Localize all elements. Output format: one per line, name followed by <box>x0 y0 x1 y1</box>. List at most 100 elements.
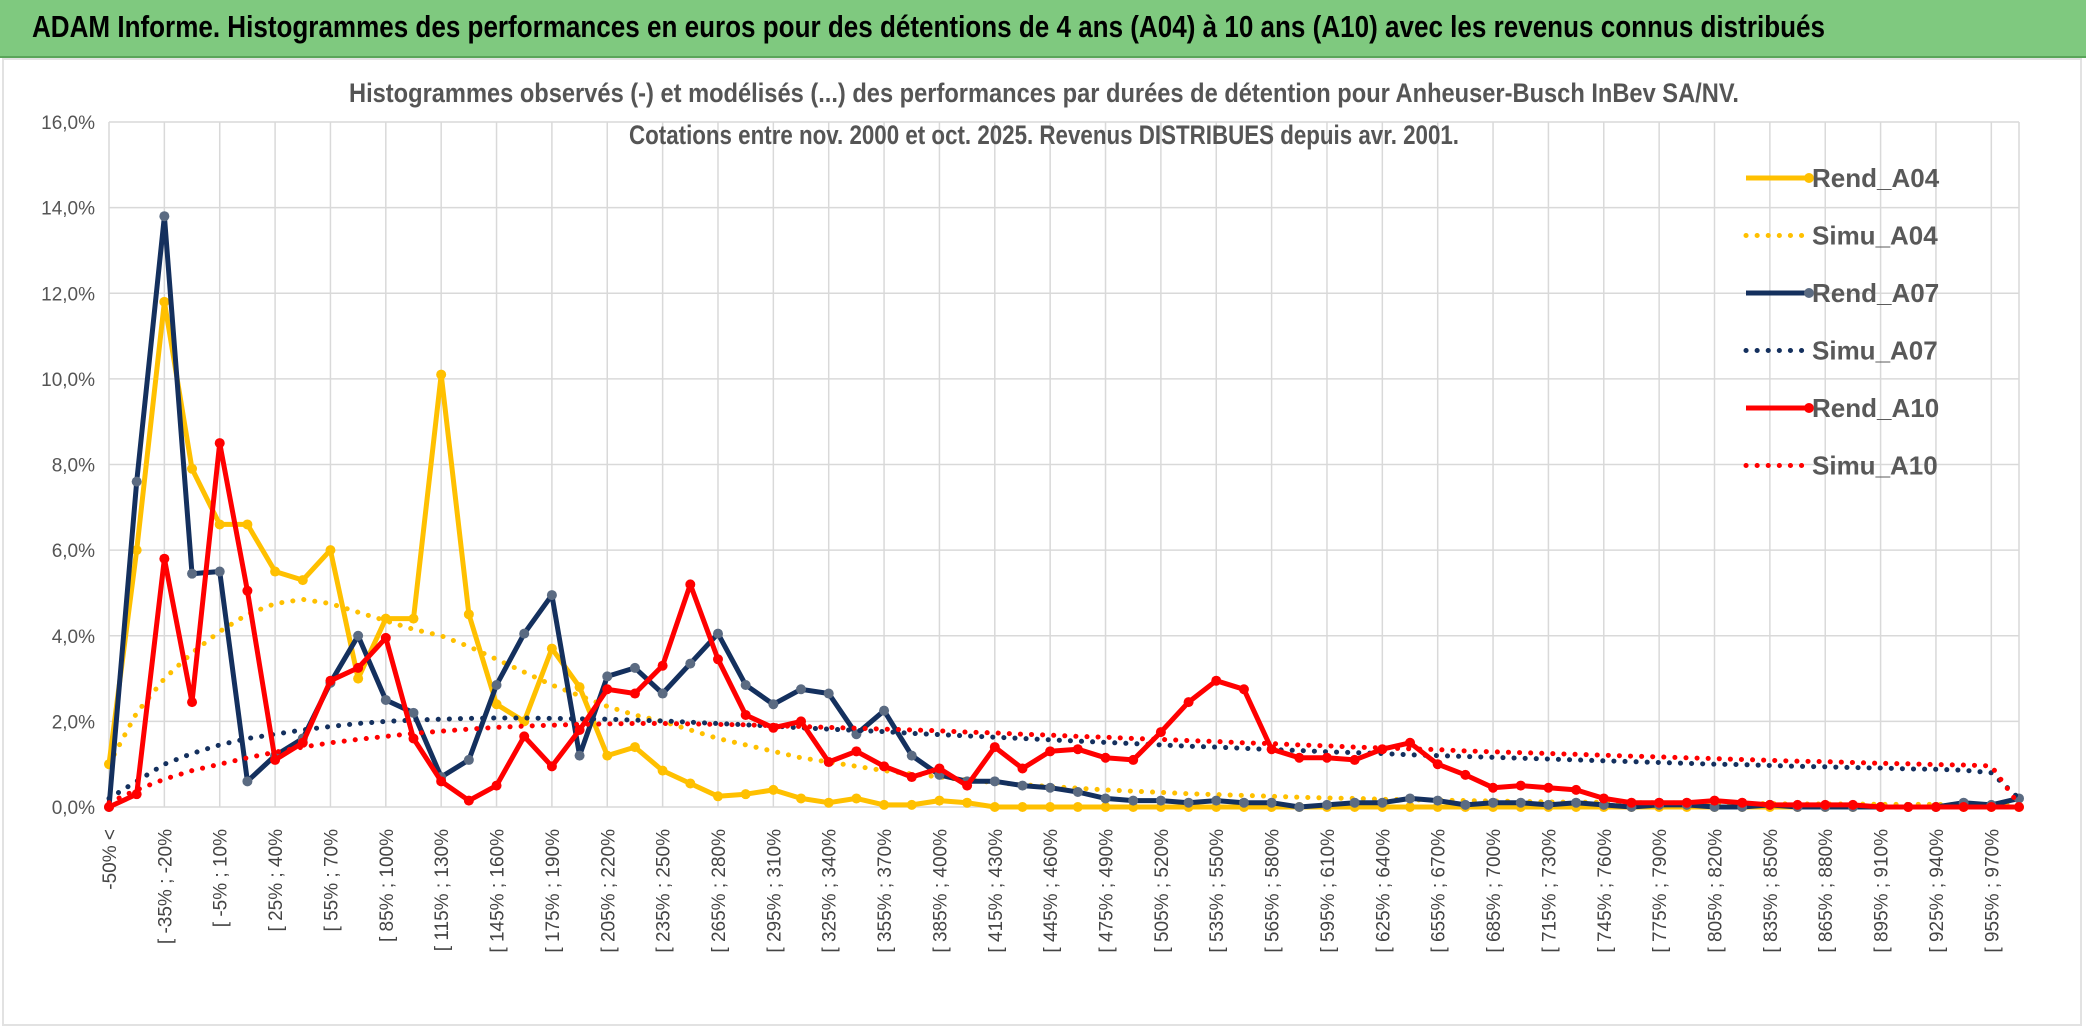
y-tick-label: 8,0% <box>52 456 95 477</box>
data-point <box>906 799 917 810</box>
data-point <box>131 789 142 800</box>
x-tick-label: -50% < <box>100 829 121 890</box>
data-point <box>934 795 945 806</box>
data-point <box>491 780 502 791</box>
legend-marker <box>1804 288 1814 298</box>
x-tick-label: [ 115% ; 130% <box>432 829 453 951</box>
y-tick-label: 6,0% <box>52 541 95 562</box>
data-point <box>1128 754 1139 765</box>
data-point <box>380 632 391 643</box>
data-point <box>1349 797 1360 808</box>
y-tick-label: 12,0% <box>41 284 95 305</box>
chart-frame: Histogrammes observés (-) et modélisés (… <box>2 58 2082 1026</box>
x-tick-label: [ 925% ; 940% <box>1927 829 1948 953</box>
data-point <box>906 772 917 783</box>
data-point <box>463 754 474 765</box>
data-point <box>1847 799 1858 810</box>
data-point <box>187 568 198 579</box>
data-point <box>519 628 530 639</box>
legend: Rend_A04 Simu_A04 Rend_A07 Simu_A07 Rend_A10… <box>1743 163 1940 481</box>
data-point <box>1072 744 1083 755</box>
legend-item-rend-a04: Rend_A04 <box>1746 163 1940 193</box>
legend-label: Simu_A10 <box>1812 451 1938 481</box>
legend-marker <box>1804 403 1814 413</box>
data-point <box>1432 759 1443 770</box>
data-point <box>242 776 253 787</box>
data-point <box>353 630 364 641</box>
x-tick-label: [ 655% ; 670% <box>1429 829 1450 953</box>
data-point <box>712 791 723 802</box>
data-point <box>712 628 723 639</box>
data-point <box>1737 797 1748 808</box>
data-point <box>989 742 1000 753</box>
data-point <box>1155 795 1166 806</box>
data-point <box>1017 802 1028 812</box>
x-tick-label: [ -35% ; -20% <box>155 829 176 944</box>
y-tick-label: 16,0% <box>41 113 95 134</box>
series-line <box>107 440 2019 810</box>
series-line <box>106 213 2020 810</box>
legend-label: Rend_A10 <box>1812 393 1939 423</box>
data-point <box>1183 797 1194 808</box>
data-point <box>1488 797 1499 808</box>
x-tick-label: [ 355% ; 370% <box>875 829 896 953</box>
x-tick-label: [ 805% ; 820% <box>1706 829 1727 953</box>
data-point <box>1321 752 1332 763</box>
x-axis: -50% < [ -35% ; -20% [ -5% ; 10% [ 25% ; 40… <box>100 829 2003 953</box>
data-point <box>768 784 779 795</box>
y-tick-label: 0,0% <box>52 798 95 819</box>
data-point <box>380 694 391 705</box>
x-tick-label: [ 895% ; 910% <box>1872 829 1893 953</box>
data-point <box>685 658 696 669</box>
data-point <box>546 590 557 601</box>
data-point <box>1405 737 1416 748</box>
series-simu-a10 <box>106 721 2022 808</box>
data-point <box>1100 802 1111 812</box>
data-point <box>1349 754 1360 765</box>
data-point <box>1017 763 1028 774</box>
data-point <box>740 709 751 720</box>
x-tick-label: [ 415% ; 430% <box>986 829 1007 953</box>
data-point <box>1432 795 1443 806</box>
data-point <box>1986 802 1997 812</box>
data-point <box>574 682 585 693</box>
x-tick-label: [ 145% ; 160% <box>488 829 509 953</box>
data-point <box>602 684 613 695</box>
x-tick-label: [ 865% ; 880% <box>1816 829 1837 953</box>
data-point <box>629 662 640 673</box>
data-point <box>214 566 225 577</box>
data-point <box>1792 799 1803 810</box>
header-banner: ADAM Informe. Histogrammes des performan… <box>0 0 2086 58</box>
data-point <box>1958 802 1969 812</box>
series-line <box>106 715 2022 801</box>
data-point <box>1266 744 1277 755</box>
x-tick-label: [ 385% ; 400% <box>930 829 951 953</box>
data-point <box>1875 802 1886 812</box>
legend-item-rend-a07: Rend_A07 <box>1746 278 1939 308</box>
data-point <box>879 799 890 810</box>
data-point <box>1072 787 1083 798</box>
data-point <box>436 369 447 380</box>
data-point <box>851 793 862 804</box>
x-tick-label: [ 25% ; 40% <box>266 829 287 932</box>
chart-title-line2: Cotations entre nov. 2000 et oct. 2025. … <box>629 120 1459 150</box>
data-point <box>463 795 474 806</box>
data-point <box>796 684 807 695</box>
data-point <box>629 688 640 699</box>
legend-item-simu-a10: Simu_A10 <box>1743 451 1938 481</box>
x-tick-label: [ 835% ; 850% <box>1761 829 1782 953</box>
data-point <box>1128 795 1139 806</box>
x-tick-label: [ 595% ; 610% <box>1318 829 1339 953</box>
data-point <box>325 545 336 556</box>
data-point <box>1764 799 1775 810</box>
data-point <box>270 566 281 577</box>
data-point <box>740 679 751 690</box>
x-tick-label: [ 745% ; 760% <box>1595 829 1616 953</box>
data-point <box>214 438 225 449</box>
data-point <box>1100 793 1111 804</box>
y-tick-label: 14,0% <box>41 199 95 220</box>
data-point <box>159 211 170 222</box>
data-point <box>353 662 364 673</box>
x-tick-label: [ 445% ; 460% <box>1041 829 1062 953</box>
legend-label: Simu_A04 <box>1812 221 1938 251</box>
